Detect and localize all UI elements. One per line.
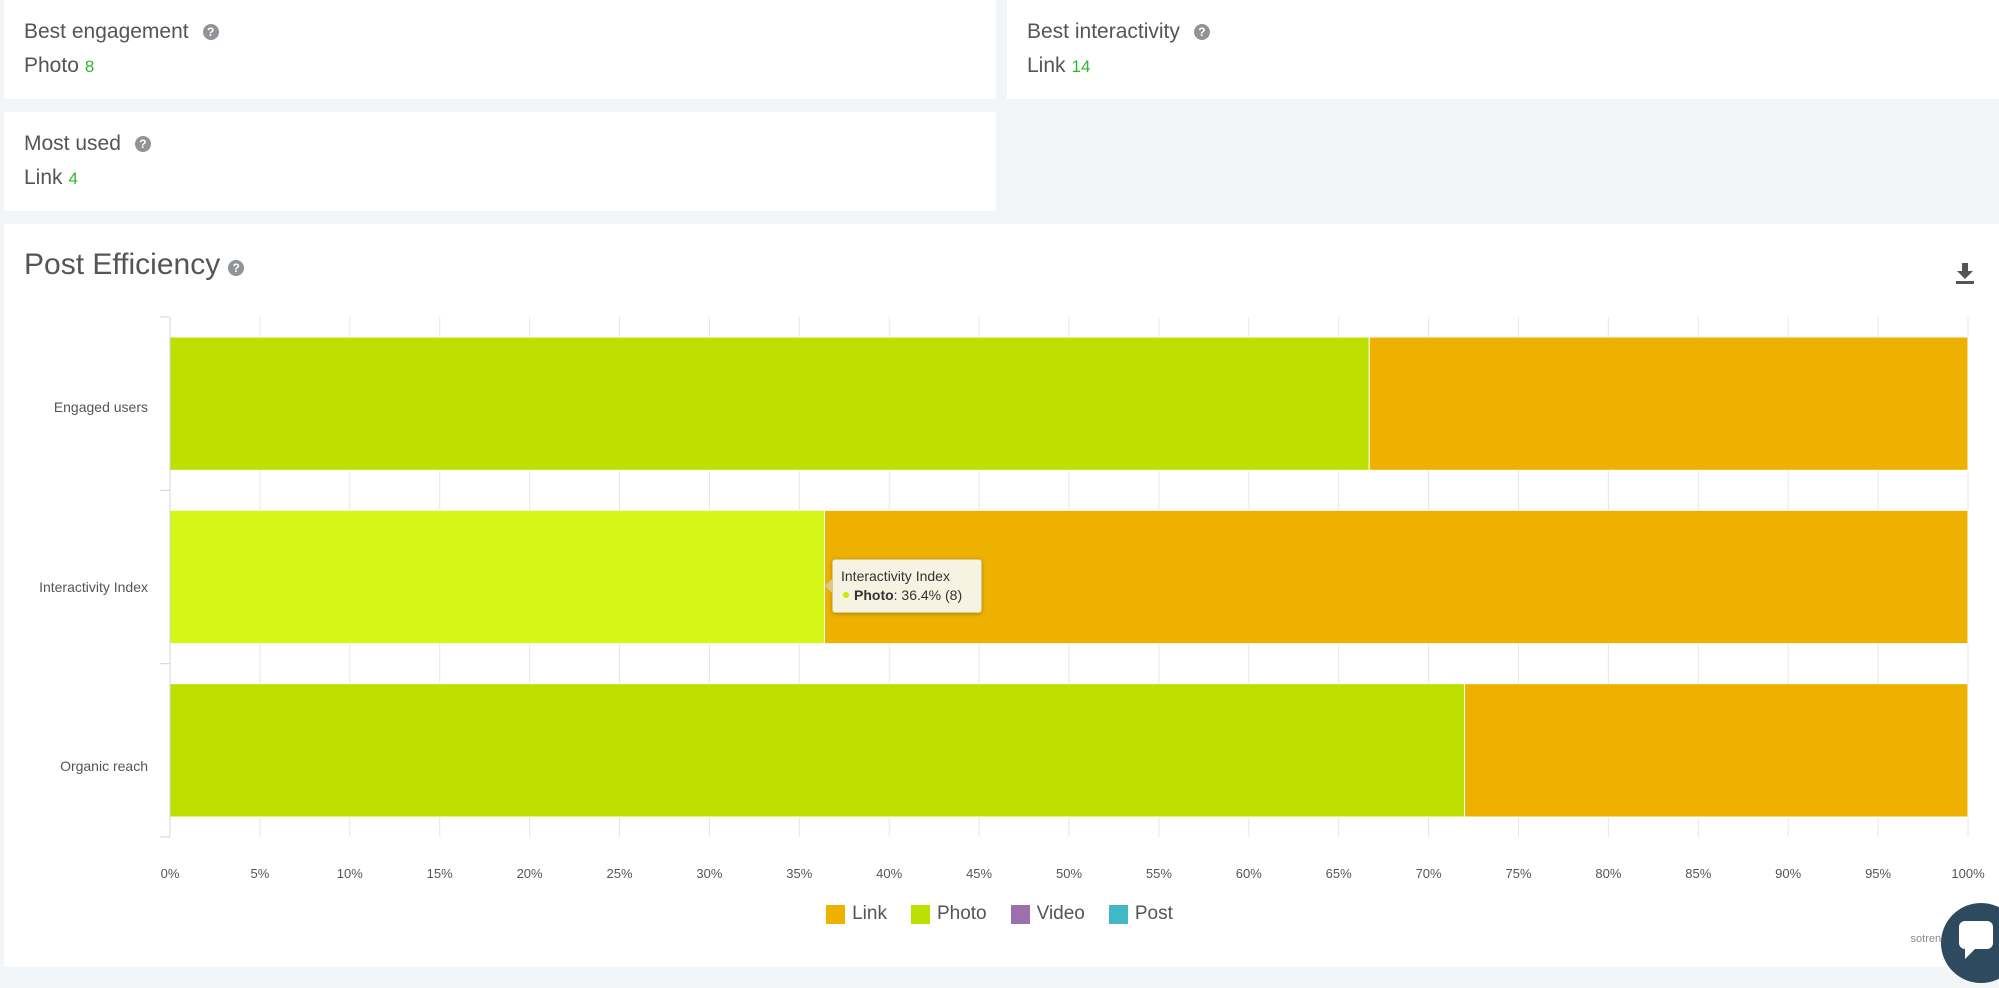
bar-engaged-users-link[interactable] bbox=[1368, 336, 1969, 471]
legend-swatch-photo bbox=[910, 904, 930, 924]
best-interactivity-card: Best interactivity ? Link 14 bbox=[1007, 0, 1999, 99]
bar-organic-reach-link[interactable] bbox=[1464, 683, 1969, 818]
best-interactivity-count: 14 bbox=[1071, 57, 1091, 76]
legend-item-link[interactable]: Link bbox=[826, 903, 887, 925]
help-icon[interactable]: ? bbox=[202, 24, 219, 40]
x-tick-label: 95% bbox=[1865, 866, 1892, 881]
most-used-title: Most used ? bbox=[24, 132, 151, 156]
x-tick-label: 35% bbox=[786, 866, 813, 881]
most-used-label: Most used bbox=[24, 132, 121, 155]
legend-swatch-link bbox=[826, 904, 846, 924]
legend-label-link: Link bbox=[852, 903, 887, 924]
x-tick-label: 55% bbox=[1145, 866, 1172, 881]
best-interactivity-label: Best interactivity bbox=[1027, 20, 1180, 43]
x-tick-label: 45% bbox=[966, 866, 993, 881]
x-tick-label: 40% bbox=[876, 866, 903, 881]
tooltip-series: Photo bbox=[854, 587, 894, 603]
download-button[interactable] bbox=[1953, 260, 1977, 286]
chart-legend: Link Photo Video Post bbox=[0, 903, 1999, 925]
x-tick-label: 5% bbox=[250, 866, 270, 881]
chat-icon bbox=[1959, 921, 1993, 959]
bar-engaged-users-photo[interactable] bbox=[169, 336, 1370, 471]
x-tick-label: 0% bbox=[160, 866, 180, 881]
x-tick-label: 50% bbox=[1055, 866, 1083, 881]
chat-widget-button[interactable] bbox=[1941, 903, 1999, 983]
best-interactivity-title: Best interactivity ? bbox=[1027, 20, 1210, 44]
bar-interactivity-index-photo[interactable] bbox=[169, 509, 825, 645]
legend-item-photo[interactable]: Photo bbox=[910, 903, 987, 925]
best-engagement-title: Best engagement ? bbox=[24, 20, 219, 44]
legend-swatch-post bbox=[1108, 904, 1128, 924]
bar-organic-reach-photo[interactable] bbox=[169, 683, 1466, 818]
tooltip-value-text: : 36.4% (8) bbox=[893, 587, 963, 603]
x-tick-label: 15% bbox=[426, 866, 453, 881]
best-engagement-label: Best engagement bbox=[24, 20, 189, 43]
post-efficiency-title: Post Efficiency bbox=[24, 248, 221, 281]
legend-label-photo: Photo bbox=[936, 903, 987, 924]
x-tick-label: 10% bbox=[336, 866, 363, 881]
tooltip-value: Photo: 36.4% (8) bbox=[841, 587, 973, 603]
y-axis-label-engaged-users: Engaged users bbox=[53, 399, 148, 415]
x-tick-label: 80% bbox=[1595, 866, 1622, 881]
most-used-type: Link bbox=[24, 166, 63, 189]
best-engagement-count: 8 bbox=[84, 57, 95, 76]
legend-item-video[interactable]: Video bbox=[1010, 903, 1085, 925]
best-interactivity-type: Link bbox=[1027, 54, 1066, 77]
best-engagement-value: Photo 8 bbox=[24, 54, 94, 78]
legend-label-post: Post bbox=[1134, 903, 1173, 924]
most-used-value: Link 4 bbox=[24, 166, 78, 190]
help-icon[interactable]: ? bbox=[134, 136, 151, 152]
bar-interactivity-index-link[interactable] bbox=[823, 509, 1969, 645]
most-used-count: 4 bbox=[68, 169, 78, 188]
x-tick-label: 60% bbox=[1235, 866, 1262, 881]
x-tick-label: 20% bbox=[516, 866, 543, 881]
y-axis-label-interactivity-index: Interactivity Index bbox=[39, 579, 148, 595]
x-tick-label: 85% bbox=[1685, 866, 1712, 881]
x-tick-label: 65% bbox=[1325, 866, 1352, 881]
most-used-card: Most used ? Link 4 bbox=[4, 112, 996, 211]
legend-swatch-video bbox=[1010, 904, 1030, 924]
x-tick-label: 25% bbox=[606, 866, 633, 881]
x-tick-label: 90% bbox=[1775, 866, 1802, 881]
legend-item-post[interactable]: Post bbox=[1108, 903, 1173, 925]
tooltip-title: Interactivity Index bbox=[841, 568, 950, 584]
best-engagement-type: Photo bbox=[24, 54, 79, 77]
best-engagement-card: Best engagement ? Photo 8 bbox=[4, 0, 996, 99]
section-title: Post Efficiency ? bbox=[24, 248, 245, 282]
help-icon[interactable]: ? bbox=[228, 260, 245, 276]
tooltip-arrow bbox=[825, 578, 833, 594]
x-tick-label: 100% bbox=[1951, 866, 1985, 881]
download-icon bbox=[1956, 263, 1974, 284]
legend-label-video: Video bbox=[1036, 903, 1085, 924]
y-axis-label-organic-reach: Organic reach bbox=[60, 758, 148, 774]
x-tick-label: 70% bbox=[1415, 866, 1442, 881]
tooltip-series-dot bbox=[843, 592, 849, 598]
chart-tooltip: Interactivity Index Photo: 36.4% (8) bbox=[825, 559, 982, 613]
x-tick-label: 75% bbox=[1505, 866, 1532, 881]
best-interactivity-value: Link 14 bbox=[1027, 54, 1090, 78]
x-tick-label: 30% bbox=[696, 866, 723, 881]
post-efficiency-chart bbox=[160, 316, 1969, 838]
help-icon[interactable]: ? bbox=[1193, 24, 1210, 40]
